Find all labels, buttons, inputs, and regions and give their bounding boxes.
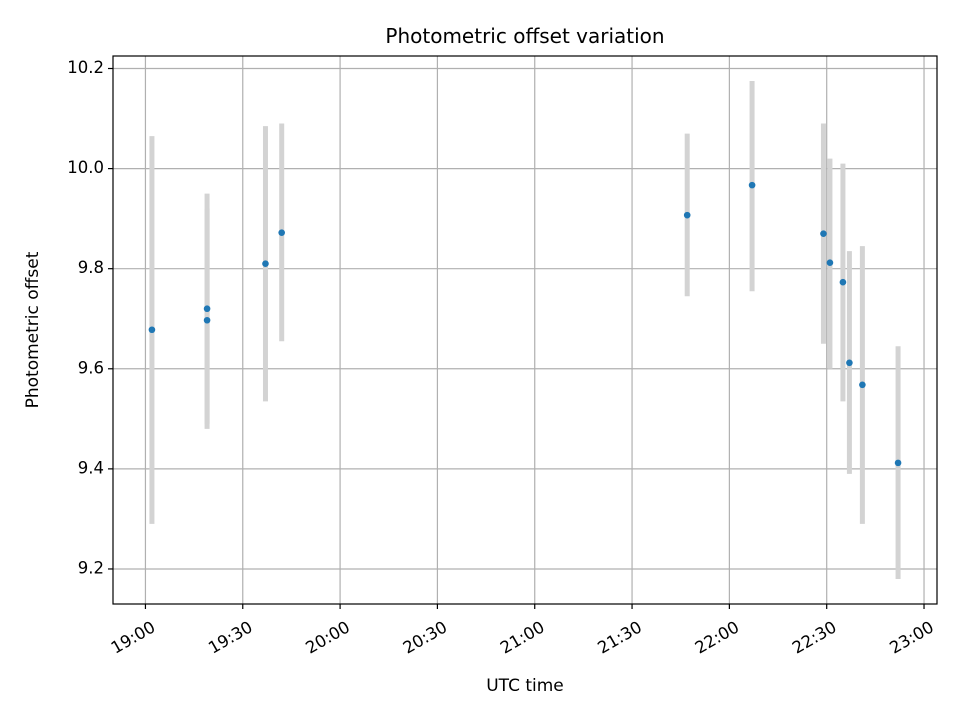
y-tick-label: 9.8 [78,258,104,277]
data-point [839,278,847,286]
y-tick-label: 9.4 [78,458,104,477]
data-point [148,326,156,334]
data-point [820,230,827,237]
data-point [894,459,902,467]
x-axis-label: UTC time [486,676,564,696]
y-tick-label: 10.2 [67,58,104,77]
y-tick-label: 10.0 [67,158,104,177]
y-axis-label: Photometric offset [23,251,43,408]
data-point [846,359,853,367]
data-point [748,181,756,189]
plot-frame [112,55,938,605]
y-tick-label: 9.6 [78,358,104,377]
data-point [826,259,834,266]
data-point [278,229,285,236]
chart-title: Photometric offset variation [385,24,664,48]
grid-layer [113,56,937,604]
data-point [683,211,691,219]
data-point [203,316,211,324]
data-point [859,381,866,389]
y-tick-label: 9.2 [78,558,104,577]
data-point [262,260,269,267]
point-layer [148,181,902,467]
data-point [203,305,211,313]
